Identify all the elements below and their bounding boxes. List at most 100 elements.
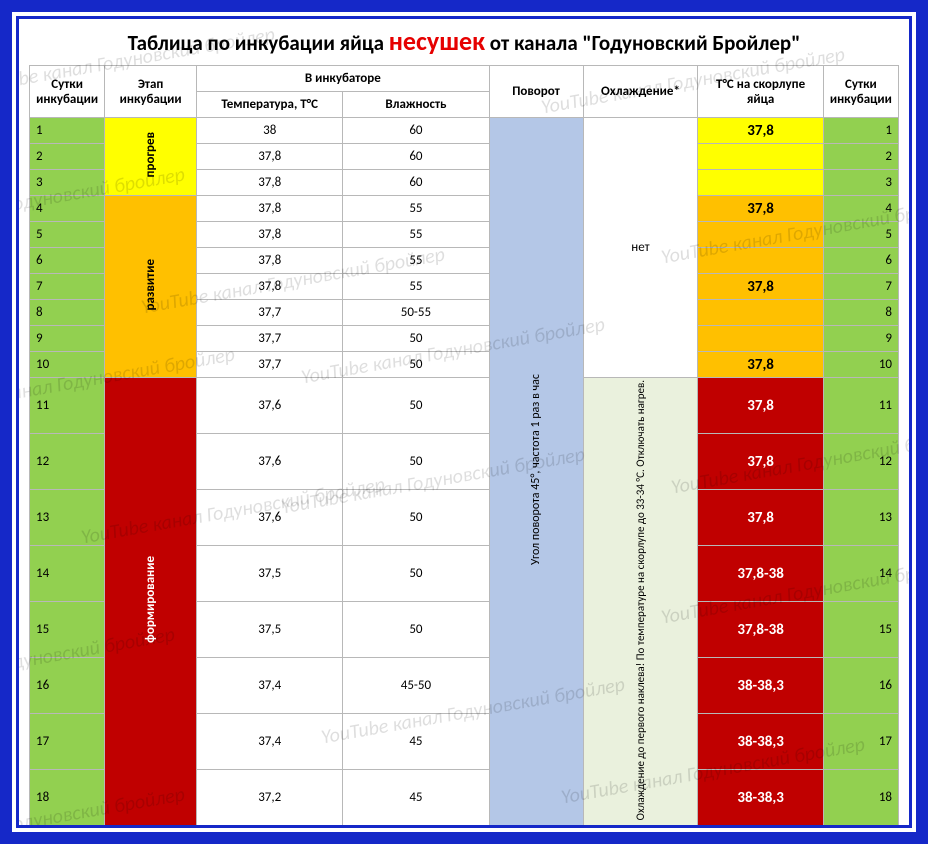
shell-cell: 37,8 xyxy=(698,490,823,546)
day-left: 1 xyxy=(30,118,105,144)
day-right: 10 xyxy=(823,352,898,378)
day-left: 14 xyxy=(30,546,105,602)
day-right: 14 xyxy=(823,546,898,602)
table-row: 4развитие37,85537,84 xyxy=(30,196,899,222)
th-shell: Т°С на скорлупе яйца xyxy=(698,66,823,118)
shell-cell: 37,8 xyxy=(698,378,823,434)
shell-cell: 37,8 xyxy=(698,118,823,144)
day-right: 15 xyxy=(823,602,898,658)
th-cool: Охлаждение* xyxy=(583,66,698,118)
shell-cell: 38-38,3 xyxy=(698,714,823,770)
day-left: 7 xyxy=(30,274,105,300)
shell-cell: 37,8 xyxy=(698,274,823,300)
shell-cell: 37,8 xyxy=(698,434,823,490)
day-left: 4 xyxy=(30,196,105,222)
day-left: 9 xyxy=(30,326,105,352)
day-right: 3 xyxy=(823,170,898,196)
stage-cell: формирование xyxy=(105,378,197,826)
humidity-cell: 50 xyxy=(343,434,489,490)
temp-cell: 37,4 xyxy=(197,658,343,714)
day-right: 18 xyxy=(823,770,898,826)
shell-cell: 37,8 xyxy=(698,196,823,222)
th-day: Сутки инкубации xyxy=(30,66,105,118)
table-row: 11формирование37,650Охлаждение до первог… xyxy=(30,378,899,434)
table-row: 19вывод37,250-55Перекладка в выводные ло… xyxy=(30,826,899,828)
th-hum: Влажность xyxy=(343,92,489,118)
day-right: 1 xyxy=(823,118,898,144)
humidity-cell: 45 xyxy=(343,770,489,826)
day-left: 12 xyxy=(30,434,105,490)
shell-cell: 37,8-38 xyxy=(698,546,823,602)
shell-cell: 37,8 xyxy=(698,352,823,378)
day-right: 6 xyxy=(823,248,898,274)
temp-cell: 37,5 xyxy=(197,602,343,658)
temp-cell: 37,2 xyxy=(197,770,343,826)
title-accent: несушек xyxy=(389,25,485,57)
humidity-cell: 45 xyxy=(343,714,489,770)
shell-cell xyxy=(698,170,823,196)
temp-cell: 37,8 xyxy=(197,222,343,248)
day-left: 11 xyxy=(30,378,105,434)
humidity-cell: 50 xyxy=(343,378,489,434)
table-row: 1прогрев3860Угол поворота 45°, частота 1… xyxy=(30,118,899,144)
humidity-cell: 60 xyxy=(343,170,489,196)
th-stage: Этап инкубации xyxy=(105,66,197,118)
th-incubator: В инкубаторе xyxy=(197,66,489,92)
shell-cell xyxy=(698,248,823,274)
temp-cell: 37,4 xyxy=(197,714,343,770)
stage-cell: вывод xyxy=(105,826,197,828)
day-left: 18 xyxy=(30,770,105,826)
stage-cell: развитие xyxy=(105,196,197,378)
humidity-cell: 50 xyxy=(343,602,489,658)
humidity-cell: 45-50 xyxy=(343,658,489,714)
temp-cell: 37,8 xyxy=(197,248,343,274)
humidity-cell: 50 xyxy=(343,546,489,602)
humidity-cell: 55 xyxy=(343,222,489,248)
day-left: 13 xyxy=(30,490,105,546)
humidity-cell: 55 xyxy=(343,196,489,222)
incubation-table: Сутки инкубации Этап инкубации В инкубат… xyxy=(29,65,899,828)
humidity-cell: 50 xyxy=(343,490,489,546)
day-left: 8 xyxy=(30,300,105,326)
day-left: 10 xyxy=(30,352,105,378)
temp-cell: 37,6 xyxy=(197,378,343,434)
turn-cell: Угол поворота 45°, частота 1 раз в час xyxy=(489,118,583,826)
shell-cell xyxy=(698,300,823,326)
day-right: 12 xyxy=(823,434,898,490)
temp-cell: 37,8 xyxy=(197,274,343,300)
day-right: 5 xyxy=(823,222,898,248)
temp-cell: 37,6 xyxy=(197,490,343,546)
shell-cell xyxy=(698,326,823,352)
day-left: 19 xyxy=(30,826,105,828)
day-right: 17 xyxy=(823,714,898,770)
shell-cell: 38-38,3 xyxy=(698,658,823,714)
day-right: 2 xyxy=(823,144,898,170)
temp-cell: 37,2 xyxy=(197,826,343,828)
page-title: Таблица по инкубации яйца несушек от кан… xyxy=(29,25,899,57)
day-right: 8 xyxy=(823,300,898,326)
shell-cell xyxy=(698,144,823,170)
humidity-cell: 55 xyxy=(343,274,489,300)
title-post: от канала "Годуновский Бройлер" xyxy=(490,30,801,56)
turn-cell: Перекладка в выводные лотки. Поворота НЕ… xyxy=(489,826,583,828)
temp-cell: 37,6 xyxy=(197,434,343,490)
humidity-cell: 50-55 xyxy=(343,826,489,828)
day-right: 9 xyxy=(823,326,898,352)
day-left: 2 xyxy=(30,144,105,170)
temp-cell: 37,8 xyxy=(197,170,343,196)
temp-cell: 37,5 xyxy=(197,546,343,602)
humidity-cell: 60 xyxy=(343,118,489,144)
cool-cell: нет xyxy=(583,826,698,828)
day-left: 16 xyxy=(30,658,105,714)
temp-cell: 38 xyxy=(197,118,343,144)
day-left: 5 xyxy=(30,222,105,248)
day-right: 11 xyxy=(823,378,898,434)
shell-cell: 37,8-38 xyxy=(698,602,823,658)
stage-cell: прогрев xyxy=(105,118,197,196)
shell-cell xyxy=(698,222,823,248)
temp-cell: 37,7 xyxy=(197,326,343,352)
th-day-r: Сутки инкубации xyxy=(823,66,898,118)
cool-cell: нет xyxy=(583,118,698,378)
temp-cell: 37,8 xyxy=(197,196,343,222)
th-temp: Температура, Т°С xyxy=(197,92,343,118)
